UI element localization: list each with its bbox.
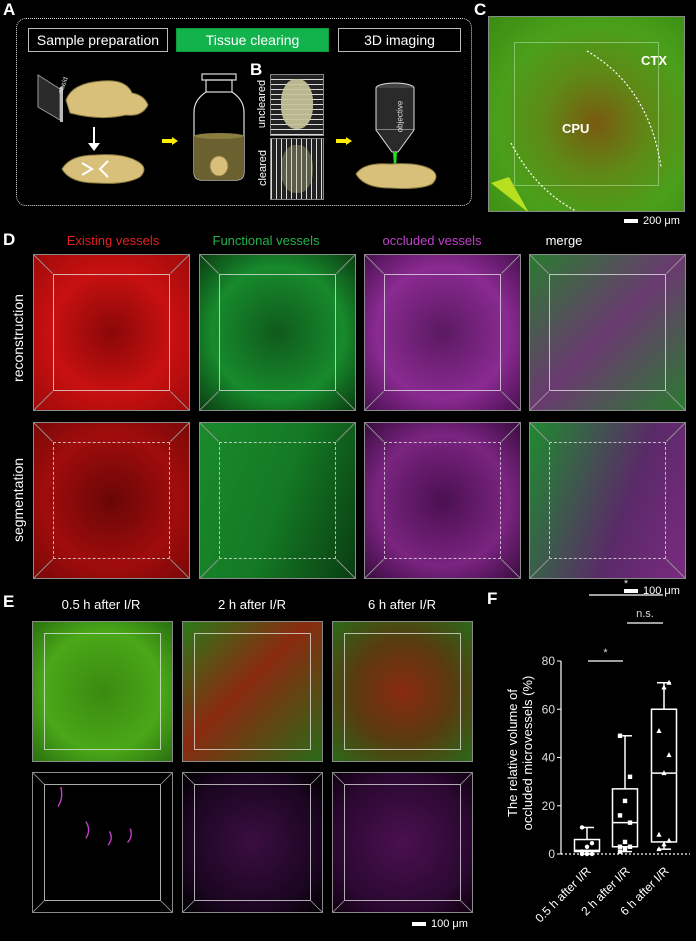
svg-text:60: 60 xyxy=(542,702,556,716)
workflow-box xyxy=(16,18,472,206)
volume-merge-6h xyxy=(332,621,473,762)
brain-slicing-illustration xyxy=(37,74,149,184)
uncleared-label: uncleared xyxy=(256,79,269,129)
svg-text:80: 80 xyxy=(542,654,556,668)
column-title-2h: 2 h after I/R xyxy=(218,597,286,612)
microscope-objective-illustration xyxy=(355,82,437,189)
panel-label-a: A xyxy=(3,0,16,19)
volume-merge-2h xyxy=(182,621,323,762)
panel-label-f: F xyxy=(487,589,498,608)
svg-text:20: 20 xyxy=(542,799,556,813)
panel-label-e: E xyxy=(3,592,15,611)
arrow-right-icon xyxy=(162,132,178,145)
uncleared-brain-photo xyxy=(270,74,324,136)
scale-bar-line xyxy=(624,219,638,223)
panel-label-c: C xyxy=(474,0,487,19)
column-title-occluded: occluded vessels xyxy=(382,233,482,248)
cleared-label: cleared xyxy=(257,149,270,187)
blade-icon xyxy=(37,74,63,122)
objective-label: objective xyxy=(395,100,405,133)
column-title-merge: merge xyxy=(545,233,583,248)
cleared-brain-photo xyxy=(270,138,324,200)
volume-merge-segmentation xyxy=(529,422,686,579)
column-title-existing: Existing vessels xyxy=(66,233,160,248)
volume-occluded-2h xyxy=(182,772,323,913)
scale-bar-label: 200 μm xyxy=(643,215,680,227)
svg-text:40: 40 xyxy=(542,751,556,765)
step-3d-imaging: 3D imaging xyxy=(338,28,461,52)
chart-y-axis-label: The relative volume of occluded microves… xyxy=(505,675,535,831)
svg-text:0: 0 xyxy=(548,847,555,861)
scale-bar-c: 200 μm xyxy=(624,215,680,227)
panel-label-d: D xyxy=(3,230,16,249)
clearing-jar-illustration xyxy=(193,73,245,181)
row-label-segmentation: segmentation xyxy=(10,457,26,543)
scale-bar-label: 100 μm xyxy=(643,585,680,597)
region-label-ctx: CTX xyxy=(641,53,667,68)
column-title-6h: 6 h after I/R xyxy=(368,597,436,612)
svg-text:n.s.: n.s. xyxy=(636,608,654,620)
step-tissue-clearing: Tissue clearing xyxy=(176,28,329,52)
volume-occluded-reconstruction xyxy=(364,254,521,411)
volume-existing-segmentation xyxy=(33,422,190,579)
brain-volume-image-c xyxy=(488,16,685,212)
step-sample-preparation: Sample preparation xyxy=(28,28,168,52)
volume-functional-segmentation xyxy=(199,422,356,579)
region-label-cpu: CPU xyxy=(562,121,590,136)
column-title-0-5h: 0.5 h after I/R xyxy=(61,597,141,612)
volume-occluded-0-5h xyxy=(32,772,173,913)
scale-bar-e: 100 μm xyxy=(412,918,468,930)
volume-merge-0-5h xyxy=(32,621,173,762)
volume-occluded-6h xyxy=(332,772,473,913)
volume-occluded-segmentation xyxy=(364,422,521,579)
volume-merge-reconstruction xyxy=(529,254,686,411)
panel-label-b: B xyxy=(250,60,263,79)
volume-functional-reconstruction xyxy=(199,254,356,411)
row-label-reconstruction: reconstruction xyxy=(10,294,26,382)
scale-bar-line xyxy=(412,922,426,926)
scale-bar-line xyxy=(624,589,638,593)
column-title-functional: Functional vessels xyxy=(212,233,320,248)
svg-text:*: * xyxy=(603,647,608,659)
scale-bar-d: 100 μm xyxy=(624,585,680,597)
scale-bar-label: 100 μm xyxy=(431,918,468,930)
arrow-right-icon xyxy=(336,132,352,145)
volume-existing-reconstruction xyxy=(33,254,190,411)
x-tick-0-5h: 0.5 h after I/R xyxy=(532,864,594,926)
